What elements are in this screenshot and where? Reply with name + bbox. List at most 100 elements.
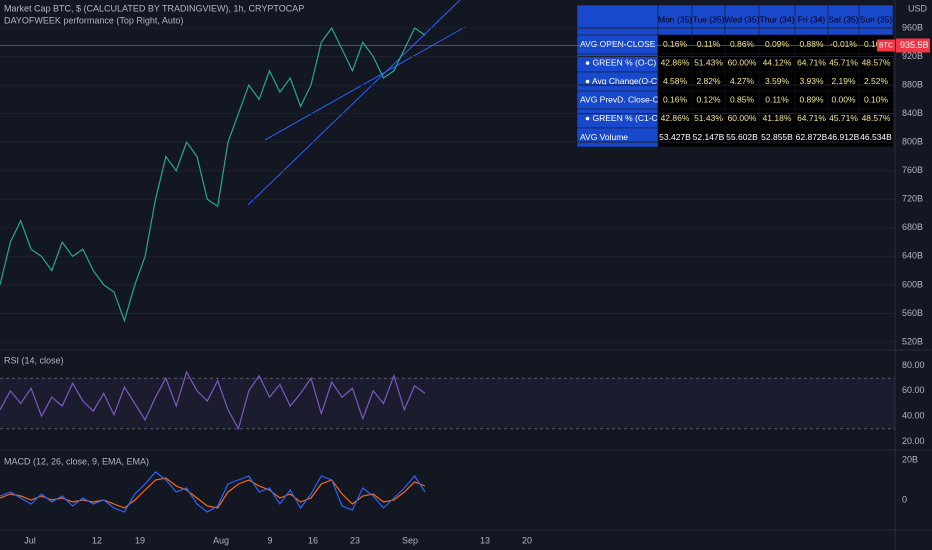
table-text: 0.09% — [765, 39, 790, 49]
x-tick-label: 23 — [350, 535, 360, 545]
table-text: 45.71% — [829, 57, 858, 67]
table-cell — [827, 4, 860, 36]
table-text: 52.855B — [761, 132, 793, 142]
indicator-title: DAYOFWEEK performance (Top Right, Auto) — [4, 15, 183, 25]
table-text: 0.16% — [663, 39, 688, 49]
table-cell — [858, 4, 894, 36]
x-tick-label: 12 — [92, 535, 102, 545]
table-text: 62.872B — [796, 132, 828, 142]
table-text: 0.11% — [697, 39, 721, 49]
table-text: 0.85% — [730, 94, 755, 104]
symbol-label: BTC — [879, 42, 893, 49]
y-tick-label: 20.00 — [902, 436, 925, 446]
table-text: ● GREEN % (C1-C) — [585, 113, 661, 123]
table-text: 0.12% — [696, 94, 721, 104]
table-text: 51.43% — [694, 113, 723, 123]
y-tick-label: 800B — [902, 137, 923, 147]
table-text: 0.88% — [799, 39, 824, 49]
table-text: 64.71% — [797, 57, 826, 67]
table-text: 0.10% — [864, 39, 889, 49]
y-tick-label: 520B — [902, 336, 923, 346]
table-text: 51.43% — [694, 57, 723, 67]
table-text: 60.00% — [728, 57, 757, 67]
chart-title: Market Cap BTC, $ (CALCULATED BY TRADING… — [4, 3, 304, 13]
table-text: 60.00% — [728, 113, 757, 123]
y-tick-label: 80.00 — [902, 360, 925, 370]
table-text: ● Avg Change(O-C) — [585, 76, 660, 86]
x-tick-label: Jul — [24, 535, 36, 545]
y-tick-label: 880B — [902, 79, 923, 89]
trend-line — [264, 26, 466, 141]
x-tick-label: 9 — [267, 535, 272, 545]
table-text: 2.19% — [831, 76, 856, 86]
y-tick-label: 0 — [902, 494, 907, 504]
x-tick-label: Aug — [213, 535, 229, 545]
macd-title: MACD (12, 26, close, 9, EMA, EMA) — [4, 456, 149, 466]
table-text: Sat (35) — [828, 14, 858, 24]
price-tag-label: 935.5B — [900, 40, 929, 50]
rsi-line — [0, 370, 426, 431]
x-tick-label: Sep — [402, 535, 418, 545]
y-tick-label: 960B — [902, 22, 923, 32]
x-tick-label: 19 — [135, 535, 145, 545]
y-tick-label: 60.00 — [902, 385, 925, 395]
table-text: 3.59% — [765, 76, 790, 86]
table-text: 53.427B — [659, 132, 691, 142]
table-text: 55.602B — [726, 132, 758, 142]
y-tick-label: 20B — [902, 454, 918, 464]
table-text: 2.52% — [864, 76, 889, 86]
table-text: 4.58% — [663, 76, 688, 86]
table-text: 48.57% — [862, 57, 891, 67]
table-text: 3.93% — [799, 76, 824, 86]
table-text: -0.01% — [830, 39, 857, 49]
table-text: Thur (34) — [760, 14, 795, 24]
table-text: AVG OPEN-CLOSE — [580, 39, 656, 49]
table-cell — [576, 4, 659, 36]
table-text: Sun (35) — [860, 14, 893, 24]
y-tick-label: 640B — [902, 251, 923, 261]
table-text: 2.82% — [696, 76, 721, 86]
table-text: 4.27% — [730, 76, 755, 86]
y-tick-label: 920B — [902, 51, 923, 61]
rsi-title: RSI (14, close) — [4, 355, 64, 365]
table-text: 46.534B — [860, 132, 892, 142]
table-text: 0.86% — [730, 39, 755, 49]
table-text: 42.86% — [661, 113, 690, 123]
table-text: 42.86% — [661, 57, 690, 67]
table-text: 0.16% — [663, 94, 688, 104]
table-text: 0.11% — [765, 94, 789, 104]
price-tag — [896, 38, 930, 53]
rsi-band — [0, 378, 895, 429]
table-text: 48.57% — [862, 113, 891, 123]
table-text: Wed (35) — [725, 14, 760, 24]
x-tick-label: 20 — [522, 535, 532, 545]
table-text: Mon (35) — [658, 14, 692, 24]
macd-line — [0, 471, 426, 513]
table-text: 0.10% — [864, 94, 889, 104]
table-text: Tue (35) — [693, 14, 725, 24]
table-text: 64.71% — [797, 113, 826, 123]
y-tick-label: 680B — [902, 222, 923, 232]
y-tick-label: 840B — [902, 108, 923, 118]
y-tick-label: 40.00 — [902, 411, 925, 421]
table-text: 41.18% — [763, 113, 792, 123]
table-text: AVG Volume — [580, 132, 628, 142]
x-tick-label: 16 — [308, 535, 318, 545]
y-tick-label: 720B — [902, 194, 923, 204]
table-text: 45.71% — [829, 113, 858, 123]
signal-line — [0, 477, 426, 509]
symbol-tag — [877, 39, 895, 52]
table-text: 0.00% — [831, 94, 856, 104]
performance-table: Mon (35) Tue (35) Wed (35) Thur (34) Fri (34… — [576, 4, 894, 148]
table-text: 44.12% — [763, 57, 792, 67]
table-text: 46.912B — [828, 132, 860, 142]
table-text: AVG PrevD. Close-Close — [580, 94, 675, 104]
y-tick-label: 600B — [902, 279, 923, 289]
x-tick-label: 13 — [480, 535, 490, 545]
y-tick-label: 760B — [902, 165, 923, 175]
table-text: ● GREEN % (O-C) — [585, 57, 656, 67]
currency: USD — [908, 3, 928, 13]
price-line — [0, 26, 426, 323]
table-text: Fri (34) — [798, 14, 826, 24]
